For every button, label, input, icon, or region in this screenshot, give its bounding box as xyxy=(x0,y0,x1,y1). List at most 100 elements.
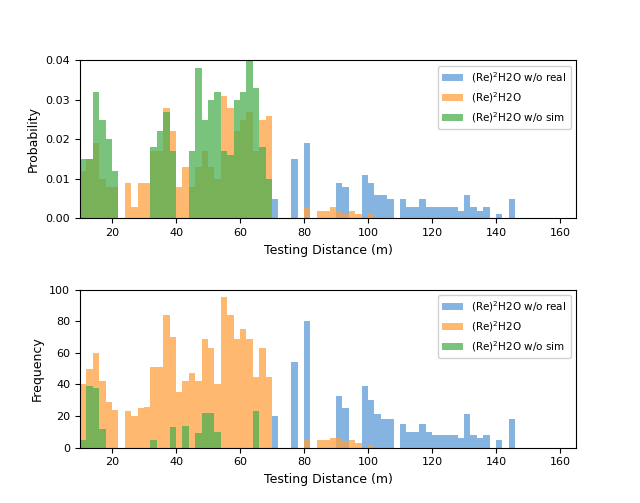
Bar xyxy=(470,207,477,218)
Bar xyxy=(374,195,381,218)
Bar xyxy=(253,151,259,218)
Bar xyxy=(374,414,381,448)
Bar xyxy=(272,199,278,218)
Bar xyxy=(406,207,413,218)
Bar xyxy=(227,108,234,218)
Bar xyxy=(266,179,272,218)
Bar xyxy=(259,120,266,218)
Bar xyxy=(138,183,144,218)
Bar xyxy=(208,167,214,218)
Bar xyxy=(259,147,266,218)
Bar xyxy=(381,419,387,448)
Bar xyxy=(381,195,387,218)
Bar xyxy=(195,434,202,448)
Bar xyxy=(240,120,246,218)
Bar xyxy=(182,381,189,448)
Bar xyxy=(451,435,458,448)
Bar xyxy=(80,384,86,448)
Bar xyxy=(317,440,323,448)
Bar xyxy=(80,171,86,218)
Bar xyxy=(445,435,451,448)
Bar xyxy=(458,438,464,448)
Bar xyxy=(208,100,214,218)
Bar xyxy=(221,151,227,218)
Bar xyxy=(227,155,234,218)
Bar xyxy=(323,440,330,448)
Bar xyxy=(477,438,483,448)
Bar xyxy=(458,211,464,218)
Bar xyxy=(483,435,490,448)
Bar xyxy=(432,207,438,218)
Bar xyxy=(227,315,234,448)
Bar xyxy=(150,440,157,448)
Bar xyxy=(93,353,99,448)
Bar xyxy=(342,187,349,218)
Bar xyxy=(202,413,208,448)
Bar xyxy=(317,211,323,218)
Bar xyxy=(106,187,112,218)
Bar xyxy=(214,384,221,448)
Bar xyxy=(202,151,208,218)
Bar xyxy=(246,112,253,218)
Bar xyxy=(195,68,202,218)
Bar xyxy=(221,297,227,448)
Bar xyxy=(419,424,426,448)
Bar xyxy=(86,369,93,448)
Bar xyxy=(176,392,182,448)
Bar xyxy=(150,367,157,448)
Bar xyxy=(80,159,86,218)
Bar xyxy=(170,151,176,218)
Bar xyxy=(106,402,112,448)
Bar xyxy=(240,92,246,218)
Bar xyxy=(426,207,432,218)
Bar xyxy=(125,183,131,218)
Bar xyxy=(170,337,176,448)
Bar xyxy=(413,207,419,218)
Y-axis label: Probability: Probability xyxy=(27,107,40,173)
Bar xyxy=(150,151,157,218)
Bar xyxy=(163,108,170,218)
Bar xyxy=(163,315,170,448)
Bar xyxy=(419,199,426,218)
Legend: (Re)$^2$H2O w/o real, (Re)$^2$H2O, (Re)$^2$H2O w/o sim: (Re)$^2$H2O w/o real, (Re)$^2$H2O, (Re)$… xyxy=(438,295,571,358)
Bar xyxy=(477,211,483,218)
Bar xyxy=(336,211,342,218)
Bar xyxy=(234,339,240,448)
Bar xyxy=(438,435,445,448)
Bar xyxy=(362,386,368,448)
Bar xyxy=(355,214,362,218)
Legend: (Re)$^2$H2O w/o real, (Re)$^2$H2O, (Re)$^2$H2O w/o sim: (Re)$^2$H2O w/o real, (Re)$^2$H2O, (Re)$… xyxy=(438,65,571,129)
Bar xyxy=(86,386,93,448)
Bar xyxy=(246,339,253,448)
Bar xyxy=(253,377,259,448)
Bar xyxy=(266,116,272,218)
Bar xyxy=(336,395,342,448)
Bar xyxy=(189,187,195,218)
Bar xyxy=(234,100,240,218)
Bar xyxy=(355,443,362,448)
Bar xyxy=(483,207,490,218)
Bar xyxy=(246,60,253,218)
Bar xyxy=(509,199,515,218)
Bar xyxy=(304,321,310,448)
Bar xyxy=(234,131,240,218)
Bar xyxy=(99,120,106,218)
Bar xyxy=(330,207,336,218)
Bar xyxy=(304,207,310,218)
Bar xyxy=(189,151,195,218)
Bar xyxy=(368,214,374,218)
Bar xyxy=(349,211,355,218)
Bar xyxy=(112,187,118,218)
Bar xyxy=(86,159,93,218)
Bar xyxy=(336,438,342,448)
Bar xyxy=(131,207,138,218)
Bar xyxy=(496,214,502,218)
Bar xyxy=(202,120,208,218)
Bar xyxy=(170,427,176,448)
Bar xyxy=(157,151,163,218)
Bar xyxy=(362,175,368,218)
Bar xyxy=(144,406,150,448)
Y-axis label: Frequency: Frequency xyxy=(31,336,44,401)
Bar xyxy=(413,432,419,448)
Bar xyxy=(432,435,438,448)
